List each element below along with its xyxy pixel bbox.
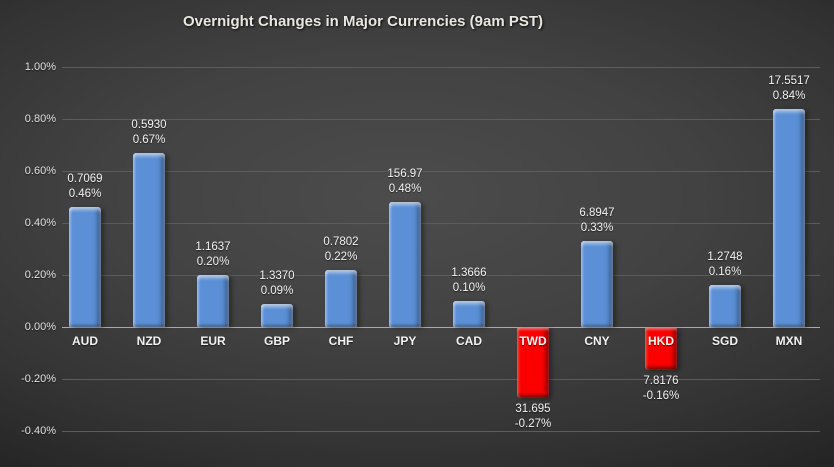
rate-value-aud: 0.7069 bbox=[67, 173, 103, 185]
pct-value-gbp: 0.09% bbox=[260, 285, 294, 297]
bar-aud bbox=[69, 207, 101, 327]
rate-value-hkd: 7.8176 bbox=[643, 375, 679, 387]
category-label-hkd: HKD bbox=[648, 334, 674, 348]
pct-value-twd: -0.27% bbox=[514, 418, 552, 430]
gridline--0.40% bbox=[62, 431, 820, 432]
bar-cad bbox=[453, 301, 485, 327]
value-label-cny: 6.8947 0.33% bbox=[579, 206, 614, 236]
y-axis-label-0.60%: 0.60% bbox=[24, 165, 56, 177]
gridline--0.20% bbox=[62, 379, 820, 380]
pct-value-aud: 0.46% bbox=[68, 188, 102, 200]
y-axis-label-0.00%: 0.00% bbox=[24, 321, 56, 333]
x-axis-line bbox=[62, 327, 820, 328]
category-label-cad: CAD bbox=[456, 334, 482, 348]
category-label-gbp: GBP bbox=[263, 334, 291, 348]
value-label-nzd: 0.5930 0.67% bbox=[131, 118, 166, 148]
gridline-0.80% bbox=[62, 119, 820, 120]
category-label-sgd: SGD bbox=[711, 334, 739, 348]
bar-mxn bbox=[773, 109, 805, 327]
value-label-sgd: 1.2748 0.16% bbox=[707, 250, 742, 280]
bar-chf bbox=[325, 270, 357, 327]
value-label-eur: 1.1637 0.20% bbox=[195, 240, 230, 270]
bar-twd bbox=[517, 328, 549, 398]
category-label-aud: AUD bbox=[72, 334, 98, 348]
rate-value-twd: 31.695 bbox=[515, 403, 551, 415]
bar-hkd bbox=[645, 328, 677, 370]
y-axis-label-1.00%: 1.00% bbox=[24, 61, 56, 73]
value-label-twd: 31.695 -0.27% bbox=[515, 402, 551, 432]
gridline-1.00% bbox=[62, 67, 820, 68]
category-label-cny: CNY bbox=[584, 334, 610, 348]
pct-value-cad: 0.10% bbox=[452, 282, 486, 294]
pct-value-nzd: 0.67% bbox=[132, 134, 166, 146]
rate-value-gbp: 1.3370 bbox=[259, 270, 295, 282]
gridline-0.60% bbox=[62, 171, 820, 172]
rate-value-eur: 1.1637 bbox=[195, 241, 231, 253]
category-label-eur: EUR bbox=[200, 334, 226, 348]
bar-cny bbox=[581, 241, 613, 327]
pct-value-jpy: 0.48% bbox=[388, 183, 422, 195]
category-label-jpy: JPY bbox=[393, 334, 417, 348]
rate-value-sgd: 1.2748 bbox=[707, 251, 743, 263]
pct-value-eur: 0.20% bbox=[196, 256, 230, 268]
value-label-jpy: 156.97 0.48% bbox=[387, 167, 422, 197]
chart-title: Overnight Changes in Major Currencies (9… bbox=[182, 13, 544, 30]
y-axis-label-0.20%: 0.20% bbox=[24, 269, 56, 281]
y-axis-label-0.40%: 0.40% bbox=[24, 217, 56, 229]
rate-value-chf: 0.7802 bbox=[323, 236, 359, 248]
gridline-0.20% bbox=[62, 275, 820, 276]
rate-value-nzd: 0.5930 bbox=[131, 119, 167, 131]
value-label-cad: 1.3666 0.10% bbox=[451, 266, 486, 296]
rate-value-mxn: 17.5517 bbox=[768, 75, 810, 87]
pct-value-cny: 0.33% bbox=[580, 222, 614, 234]
y-axis-label-0.80%: 0.80% bbox=[24, 113, 56, 125]
category-label-mxn: MXN bbox=[775, 334, 803, 348]
bar-gbp bbox=[261, 304, 293, 327]
value-label-gbp: 1.3370 0.09% bbox=[259, 269, 294, 299]
category-label-chf: CHF bbox=[328, 334, 354, 348]
pct-value-hkd: -0.16% bbox=[642, 390, 680, 402]
category-label-twd: TWD bbox=[519, 334, 547, 348]
bar-sgd bbox=[709, 285, 741, 327]
y-axis-label--0.40%: -0.40% bbox=[21, 425, 56, 437]
value-label-chf: 0.7802 0.22% bbox=[323, 235, 358, 265]
value-label-hkd: 7.8176 -0.16% bbox=[643, 374, 679, 404]
pct-value-chf: 0.22% bbox=[324, 251, 358, 263]
value-label-mxn: 17.5517 0.84% bbox=[768, 74, 810, 104]
rate-value-cad: 1.3666 bbox=[451, 267, 487, 279]
bar-nzd bbox=[133, 153, 165, 327]
pct-value-mxn: 0.84% bbox=[772, 90, 806, 102]
bar-eur bbox=[197, 275, 229, 327]
y-axis-label--0.20%: -0.20% bbox=[21, 373, 56, 385]
rate-value-jpy: 156.97 bbox=[387, 168, 423, 180]
gridline-0.40% bbox=[62, 223, 820, 224]
rate-value-cny: 6.8947 bbox=[579, 207, 615, 219]
bar-jpy bbox=[389, 202, 421, 327]
value-label-aud: 0.7069 0.46% bbox=[67, 172, 102, 202]
pct-value-sgd: 0.16% bbox=[708, 266, 742, 278]
category-label-nzd: NZD bbox=[136, 334, 162, 348]
